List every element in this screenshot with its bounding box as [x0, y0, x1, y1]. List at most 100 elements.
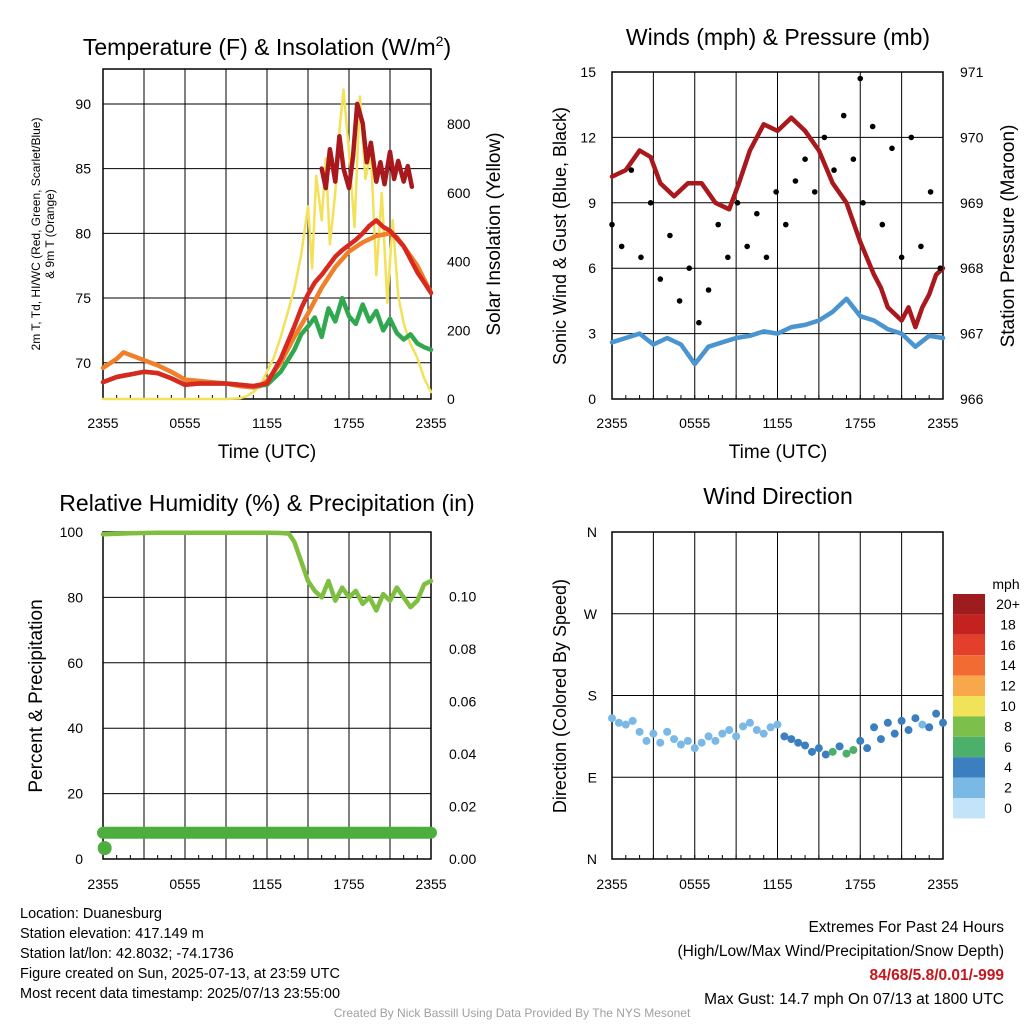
wind-y-tick-label: 15: [580, 64, 596, 80]
temperature-y-label-2: & 9m T (Orange): [43, 189, 57, 279]
temperature-x-tick-label: 1155: [252, 415, 282, 431]
humidity-series-0: [100, 530, 434, 613]
direction-point: [856, 736, 865, 745]
direction-point: [663, 727, 672, 736]
temperature-y-tick-label: 90: [75, 96, 91, 112]
gust-point: [618, 243, 625, 250]
speed-legend-swatch: [953, 675, 985, 696]
precip-y-tick-label: 0.08: [449, 641, 476, 657]
gust-point: [725, 254, 731, 261]
extremes-legend: (High/Low/Max Wind/Precipitation/Snow De…: [677, 943, 1005, 960]
gust-point: [696, 319, 702, 326]
humidity-y-label: Percent & Precipitation: [26, 599, 47, 792]
pressure-y-tick-label: 967: [960, 326, 984, 342]
gust-point: [792, 178, 799, 184]
direction-point: [932, 709, 941, 718]
direction-point: [863, 744, 872, 753]
precip-point: [97, 841, 112, 856]
direction-point: [766, 723, 775, 732]
gust-point: [857, 75, 864, 82]
direction-point: [614, 718, 623, 727]
temperature-series-4: [319, 101, 415, 191]
gust-point: [705, 287, 712, 293]
speed-legend-label: 4: [1004, 759, 1012, 775]
direction-x-tick-label: 0555: [679, 876, 710, 892]
latlon-label: Station lat/lon: 42.8032; -74.1736: [20, 946, 234, 962]
direction-y-tick-label: S: [588, 688, 597, 704]
humidity-y-tick-label: 40: [67, 720, 83, 736]
gust-point: [879, 221, 886, 228]
gust-point: [927, 189, 934, 195]
speed-legend-label: 2: [1004, 780, 1012, 796]
temperature-x-tick-label: 1755: [333, 415, 364, 431]
gust-point: [715, 221, 721, 228]
direction-point: [911, 714, 920, 723]
wind-y-tick-label: 0: [588, 391, 596, 407]
gust-point: [840, 112, 847, 119]
pressure-y-label: Station Pressure (Maroon): [998, 125, 1019, 348]
direction-point: [711, 736, 720, 745]
pressure-y-tick-label: 968: [960, 260, 984, 276]
pressure-y-tick-label: 971: [960, 64, 984, 80]
gust-point: [918, 243, 924, 250]
gust-point: [850, 156, 857, 162]
direction-point: [918, 720, 927, 729]
direction-point: [676, 740, 685, 749]
direction-y-tick-label: E: [588, 769, 597, 785]
temperature-y-tick-label: 75: [75, 290, 91, 306]
winds-series-1: [609, 296, 946, 367]
speed-legend-label: 0: [1004, 800, 1012, 816]
direction-point: [732, 732, 741, 741]
direction-point: [704, 732, 713, 741]
direction-point: [835, 742, 844, 751]
temperature-x-tick-label: 0555: [169, 415, 200, 431]
speed-legend-swatch: [953, 798, 985, 819]
direction-point: [752, 726, 761, 735]
winds-x-tick-label: 1755: [845, 415, 876, 431]
gust-point: [811, 189, 818, 195]
direction-point: [794, 738, 803, 747]
direction-title: Wind Direction: [703, 483, 853, 509]
direction-point: [683, 736, 692, 745]
speed-legend-label: 14: [1000, 657, 1016, 673]
direction-point: [890, 729, 899, 738]
speed-legend-swatch: [953, 777, 985, 798]
gust-point: [667, 232, 673, 239]
wind-y-tick-label: 12: [580, 129, 596, 145]
location-label: Location: Duanesburg: [20, 906, 162, 922]
humidity-x-tick-label: 0555: [169, 876, 200, 892]
credit-line: Created By Nick Bassill Using Data Provi…: [333, 1006, 691, 1020]
extremes-values: 84/68/5.8/0.01/-999: [869, 967, 1004, 984]
wind-y-label: Sonic Wind & Gust (Blue, Black): [550, 107, 570, 365]
wind-y-tick-label: 9: [588, 195, 596, 211]
winds-x-tick-label: 1155: [762, 415, 792, 431]
created-label: Figure created on Sun, 2025-07-13, at 23…: [20, 966, 340, 982]
pressure-y-tick-label: 970: [960, 129, 984, 145]
gust-point: [869, 123, 876, 130]
direction-point: [635, 727, 644, 736]
speed-legend-swatch: [953, 696, 985, 717]
humidity-x-tick-label: 1155: [252, 876, 282, 892]
title-end: ): [443, 34, 451, 60]
humidity-x-tick-label: 2355: [415, 876, 446, 892]
recent-data-label: Most recent data timestamp: 2025/07/13 2…: [20, 986, 341, 1002]
speed-legend-label: 20+: [996, 596, 1020, 612]
gust-point: [609, 221, 615, 228]
direction-y-tick-label: N: [587, 524, 597, 540]
precip-y-tick-label: 0.06: [449, 693, 476, 709]
winds-x-tick-label: 0555: [679, 415, 710, 431]
precip-y-tick-label: 0.04: [449, 746, 476, 762]
direction-point: [697, 738, 706, 747]
direction-x-tick-label: 2355: [596, 876, 627, 892]
pressure-y-tick-label: 966: [960, 391, 984, 407]
direction-point: [814, 744, 823, 753]
speed-legend-label: 18: [1000, 616, 1016, 632]
gust-point: [898, 254, 905, 261]
direction-point: [807, 747, 816, 756]
gust-point: [734, 200, 741, 206]
insolation-y-tick-label: 800: [447, 116, 471, 132]
speed-legend-label: 10: [1000, 698, 1016, 714]
precip-y-tick-label: 0.02: [449, 798, 476, 814]
direction-point: [670, 735, 679, 744]
